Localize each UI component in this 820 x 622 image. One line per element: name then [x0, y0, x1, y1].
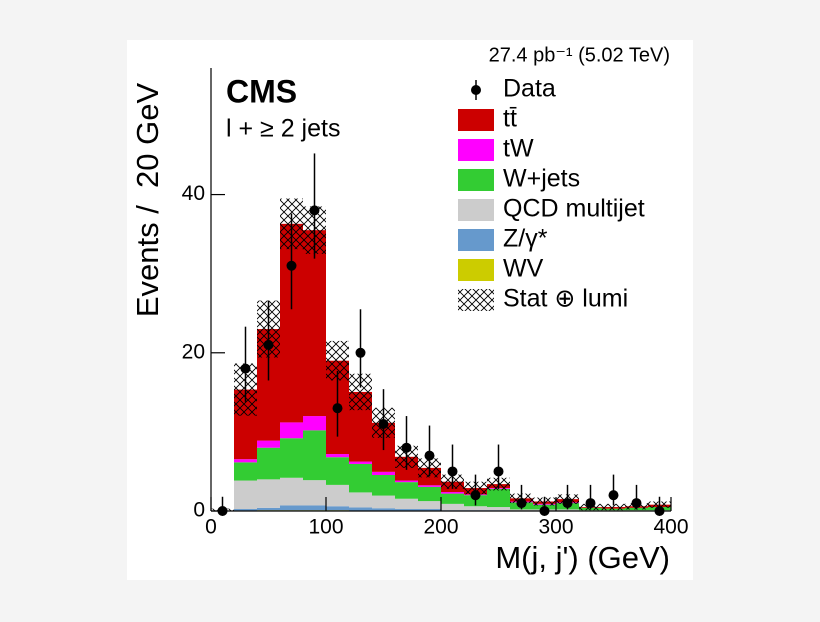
x-tick-label: 100 — [308, 516, 343, 539]
histogram-bar — [280, 223, 303, 423]
histogram-bar — [441, 492, 464, 494]
legend-swatch — [458, 169, 494, 191]
x-tick-label: 300 — [538, 516, 573, 539]
histogram-bar — [326, 457, 349, 485]
histogram-bar — [395, 498, 418, 510]
legend-label: Stat ⊕ lumi — [503, 285, 628, 313]
x-axis-label: M(j, j') (GeV) — [495, 540, 670, 575]
histogram-bar — [234, 462, 257, 481]
histogram-bar — [418, 486, 441, 502]
data-point — [401, 442, 412, 453]
data-point — [631, 498, 642, 509]
histogram-bar — [510, 509, 533, 511]
histogram-bar — [257, 507, 280, 511]
histogram-bar — [556, 509, 579, 511]
data-point — [424, 450, 435, 461]
legend-swatch — [458, 109, 494, 131]
histogram-bar — [349, 461, 372, 464]
data-point — [493, 466, 504, 477]
x-tick-label: 400 — [653, 516, 688, 539]
data-point — [355, 347, 366, 358]
histogram-bar — [372, 508, 395, 511]
data-point — [447, 466, 458, 477]
legend-marker — [471, 85, 481, 95]
data-point — [585, 498, 596, 509]
legend-label: Data — [503, 75, 556, 103]
histogram-bar — [487, 488, 510, 508]
histogram-bar — [372, 495, 395, 509]
histogram-bar — [280, 438, 303, 478]
data-point — [309, 205, 320, 216]
histogram-bar — [280, 422, 303, 439]
legend-label: W+jets — [503, 165, 580, 193]
legend-swatch — [458, 289, 494, 311]
data-point — [516, 498, 527, 509]
histogram-bar — [418, 509, 441, 511]
legend-label: tt̄ — [503, 105, 517, 133]
histogram-bar — [349, 492, 372, 508]
y-tick-label: 0 — [193, 499, 205, 522]
y-axis-label: Events / 20 GeV — [130, 83, 165, 318]
x-tick-label: 200 — [423, 516, 458, 539]
legend-label: tW — [503, 135, 534, 163]
chart-title: 27.4 pb⁻¹ (5.02 TeV) — [489, 44, 670, 66]
histogram-bar — [234, 480, 257, 510]
selection-label: l + ≥ 2 jets — [226, 115, 340, 143]
histogram-bar — [257, 447, 280, 480]
data-point — [286, 260, 297, 271]
histogram-bar — [303, 230, 326, 417]
data-point — [562, 498, 573, 509]
histogram-bar — [349, 463, 372, 493]
histogram-bar — [326, 454, 349, 458]
data-point — [332, 403, 343, 414]
histogram-bar — [464, 506, 487, 511]
histogram-bar — [234, 509, 257, 511]
data-point — [240, 363, 251, 374]
legend-swatch — [458, 199, 494, 221]
histogram-bar — [487, 507, 510, 511]
legend-label: Z/γ* — [503, 225, 548, 253]
histogram-bar — [418, 485, 441, 487]
uncertainty-band — [326, 340, 349, 381]
data-point — [378, 418, 389, 429]
histogram-bar — [349, 507, 372, 511]
uncertainty-band — [349, 373, 372, 411]
histogram-bar — [372, 475, 395, 496]
x-tick-label: 0 — [205, 516, 217, 539]
histogram-bar — [234, 459, 257, 463]
y-tick-label: 40 — [182, 182, 205, 205]
legend-label: QCD multijet — [503, 195, 645, 223]
data-point — [263, 339, 274, 350]
legend-swatch — [458, 229, 494, 251]
histogram-bar — [326, 484, 349, 507]
histogram-bar — [257, 440, 280, 448]
histogram-bar — [441, 503, 464, 511]
histogram-bar — [280, 477, 303, 506]
data-point — [470, 490, 481, 501]
legend-swatch — [458, 139, 494, 161]
legend-label: WV — [503, 255, 544, 283]
histogram-bar — [326, 506, 349, 511]
experiment-label: CMS — [226, 73, 297, 109]
histogram-bar — [372, 471, 395, 476]
histogram-bar — [418, 501, 441, 510]
histogram-bar — [303, 416, 326, 431]
histogram-bar — [395, 509, 418, 511]
y-tick-label: 20 — [182, 340, 205, 363]
histogram-bar — [303, 430, 326, 481]
histogram-bar — [395, 480, 418, 483]
histogram-bar — [280, 505, 303, 511]
histogram-bar — [441, 493, 464, 504]
uncertainty-band — [602, 503, 625, 511]
data-point — [608, 490, 619, 501]
histogram-bar — [303, 505, 326, 511]
legend-swatch — [458, 259, 494, 281]
histogram-bar — [257, 479, 280, 508]
histogram-bar — [303, 480, 326, 506]
histogram-bar — [395, 482, 418, 499]
